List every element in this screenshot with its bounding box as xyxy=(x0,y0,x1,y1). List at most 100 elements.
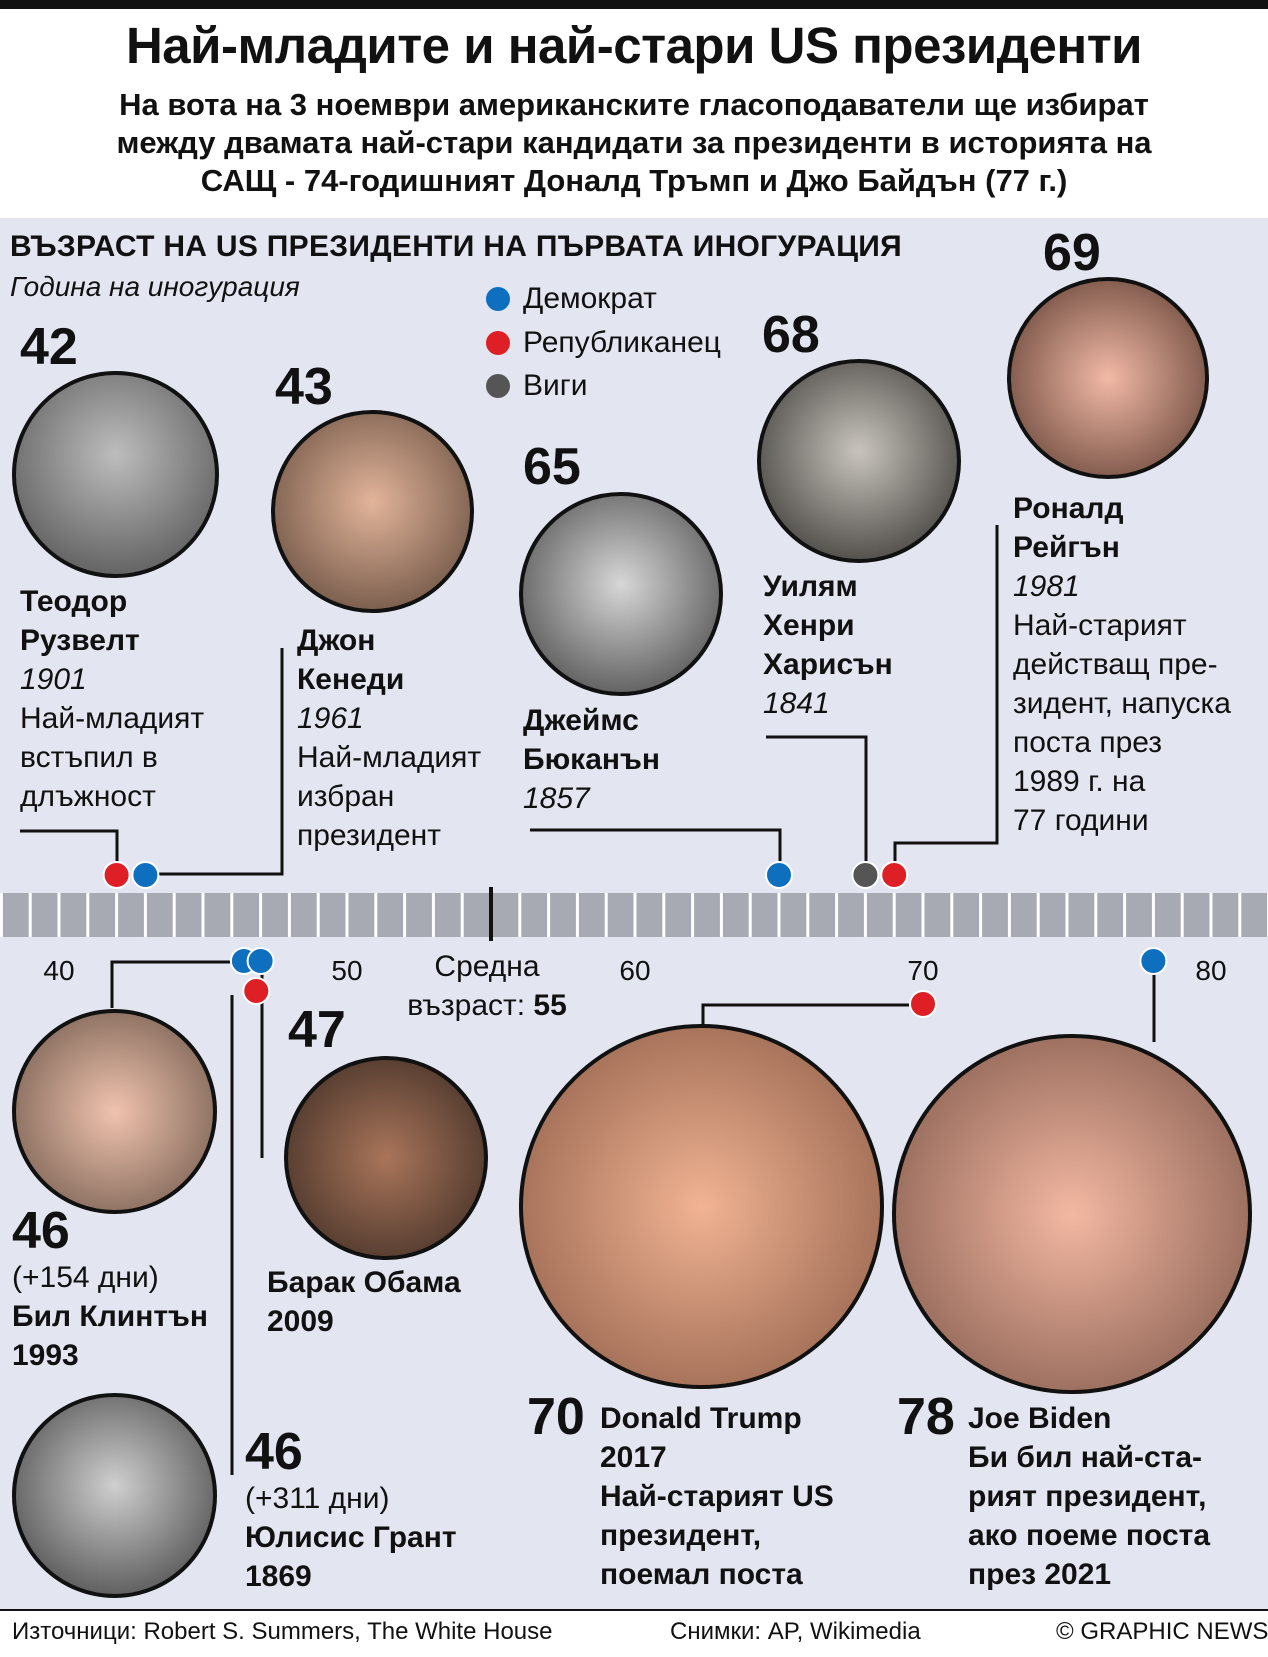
president-name: Барак Обама xyxy=(267,1266,461,1299)
portrait-buchanan xyxy=(519,492,723,696)
legend-dot-republican xyxy=(486,331,510,355)
average-age-value: 55 xyxy=(533,989,567,1022)
president-name: Джон xyxy=(297,624,376,657)
president-name: Харисън xyxy=(763,648,893,681)
data-label-age: 46 xyxy=(12,1202,70,1260)
legend-dot-whig xyxy=(486,374,510,398)
page-subtitle: На вота на 3 ноември американските гласо… xyxy=(30,86,1238,200)
note-line: действащ пре- xyxy=(1013,648,1218,681)
president-name: Бил Клинтън xyxy=(12,1300,209,1333)
inauguration-year: 1869 xyxy=(245,1560,312,1593)
axis-tick-label: 50 xyxy=(331,955,362,986)
legend-label-democrat: Демократ xyxy=(523,282,657,315)
president-name: Рузвелт xyxy=(20,624,140,657)
president-name: Бюканън xyxy=(523,743,660,776)
note-line: Най-младият xyxy=(297,741,482,774)
axis-tick-label: 70 xyxy=(907,955,938,986)
portrait-clinton xyxy=(12,1009,217,1214)
data-point-republican xyxy=(102,861,131,889)
portrait-trump xyxy=(519,1024,884,1389)
inauguration-year: 1841 xyxy=(763,687,830,720)
annotation-harrison: Уилям Хенри Харисън 1841 xyxy=(763,567,893,723)
inauguration-year: 1961 xyxy=(297,702,364,735)
top-rule xyxy=(0,0,1268,9)
note-line: Би бил най-ста- xyxy=(968,1441,1202,1474)
note-line: 77 години xyxy=(1013,804,1149,837)
data-point-whig xyxy=(851,861,880,889)
data-label-age: 70 xyxy=(527,1388,585,1446)
connector-line xyxy=(530,828,782,872)
axis-tick-label: 60 xyxy=(619,955,650,986)
president-name: Хенри xyxy=(763,609,855,642)
data-point-republican xyxy=(880,861,909,889)
president-name: Уилям xyxy=(763,570,858,603)
axis-tick-label: 40 xyxy=(43,955,74,986)
subtitle-line: На вота на 3 ноември американските гласо… xyxy=(119,87,1149,122)
average-label-line: Средна xyxy=(434,950,540,983)
inauguration-year: 1857 xyxy=(523,782,590,815)
annotation-reagan: Роналд Рейгън 1981 Най-старият действащ … xyxy=(1013,489,1231,840)
connector-line xyxy=(20,829,119,872)
data-label-age: 65 xyxy=(523,438,581,496)
data-point-democrat xyxy=(1139,947,1168,975)
data-label-age: 69 xyxy=(1043,224,1101,282)
note-line: рият президент, xyxy=(968,1480,1207,1513)
note-line: встъпил в xyxy=(20,741,158,774)
data-point-democrat xyxy=(246,947,275,975)
annotation-buchanan: Джеймс Бюканън 1857 xyxy=(523,701,660,818)
data-point-republican xyxy=(909,990,937,1018)
note-line: длъжност xyxy=(20,780,156,813)
connector-line xyxy=(893,525,999,872)
note-line: избран xyxy=(297,780,395,813)
inauguration-year: 1981 xyxy=(1013,570,1080,603)
note-line: Най-старият xyxy=(1013,609,1187,642)
subtitle-line: САЩ - 74-годишният Доналд Тръмп и Джо Ба… xyxy=(200,163,1068,198)
data-point-democrat xyxy=(131,861,160,889)
annotation-kennedy: Джон Кенеди 1961 Най-младият избран през… xyxy=(297,621,481,855)
president-name: Рейгън xyxy=(1013,531,1120,564)
page-title: Най-младите и най-стари US президенти xyxy=(125,17,1143,74)
connector-line xyxy=(701,1003,925,1028)
note-line: зидент, напуска xyxy=(1013,687,1231,720)
average-label-line: възраст: 55 xyxy=(402,986,572,1025)
chart-subtitle: Година на иногурация xyxy=(10,271,300,302)
data-label-age: 42 xyxy=(20,318,78,376)
inauguration-year: 1901 xyxy=(20,663,87,696)
president-name: Роналд xyxy=(1013,492,1124,525)
subtitle-line: между двамата най-стари кандидати за пре… xyxy=(116,125,1152,160)
extra-days: (+154 дни) xyxy=(12,1261,159,1294)
annotation-trump: Donald Trump 2017 Най-старият US президе… xyxy=(600,1399,834,1594)
footer-photos: Снимки: AP, Wikimedia xyxy=(670,1618,921,1645)
note-line: президент, xyxy=(600,1519,762,1552)
portrait-obama xyxy=(284,1056,488,1260)
note-line: Най-младият xyxy=(20,702,205,735)
annotation-roosevelt: Теодор Рузвелт 1901 Най-младият встъпил … xyxy=(20,582,204,816)
data-point-republican xyxy=(242,977,271,1005)
annotation-clinton: (+154 дни) Бил Клинтън 1993 xyxy=(12,1258,208,1375)
note-line: през 2021 xyxy=(968,1558,1112,1591)
note-line: Най-старият US xyxy=(600,1480,834,1513)
portrait-reagan xyxy=(1007,277,1209,479)
president-name: Donald Trump xyxy=(600,1402,802,1435)
connector-line xyxy=(766,735,868,872)
data-label-age: 47 xyxy=(288,1001,346,1059)
annotation-obama: Барак Обама 2009 xyxy=(267,1263,461,1341)
note-line: президент xyxy=(297,819,441,852)
legend-label-republican: Републиканец xyxy=(523,326,721,359)
chart-title: ВЪЗРАСТ НА US ПРЕЗИДЕНТИ НА ПЪРВАТА ИНОГ… xyxy=(10,230,903,263)
data-label-age: 43 xyxy=(275,358,333,416)
data-point-democrat xyxy=(765,861,793,889)
annotation-grant: (+311 дни) Юлисис Грант 1869 xyxy=(245,1479,457,1596)
average-age-label: Средна възраст: 55 xyxy=(402,947,572,1025)
president-name: Джеймс xyxy=(523,704,639,737)
note-line: поста през xyxy=(1013,726,1163,759)
president-name: Теодор xyxy=(20,585,128,618)
portrait-kennedy xyxy=(271,410,474,613)
portrait-grant xyxy=(12,1393,217,1598)
data-label-age: 68 xyxy=(762,306,820,364)
president-name: Joe Biden xyxy=(968,1402,1112,1435)
axis-tick-label: 80 xyxy=(1195,955,1226,986)
inauguration-year: 1993 xyxy=(12,1339,79,1372)
legend-label-whig: Виги xyxy=(523,369,588,402)
data-label-age: 78 xyxy=(897,1388,955,1446)
